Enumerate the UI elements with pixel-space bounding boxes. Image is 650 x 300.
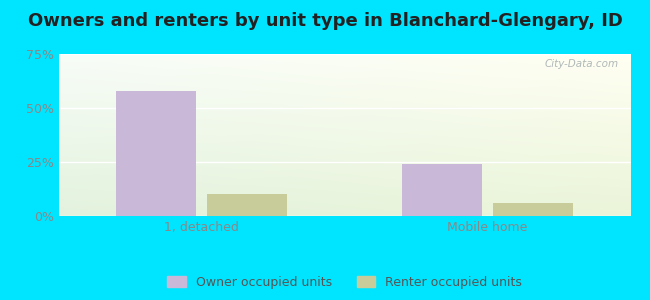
Bar (207, 194, 287, 216)
Bar (116, 91, 196, 216)
Text: City-Data.com: City-Data.com (545, 59, 619, 69)
Legend: Owner occupied units, Renter occupied units: Owner occupied units, Renter occupied un… (162, 271, 527, 294)
Bar (402, 164, 482, 216)
Bar (493, 203, 573, 216)
Text: Owners and renters by unit type in Blanchard-Glengary, ID: Owners and renters by unit type in Blanc… (27, 12, 623, 30)
